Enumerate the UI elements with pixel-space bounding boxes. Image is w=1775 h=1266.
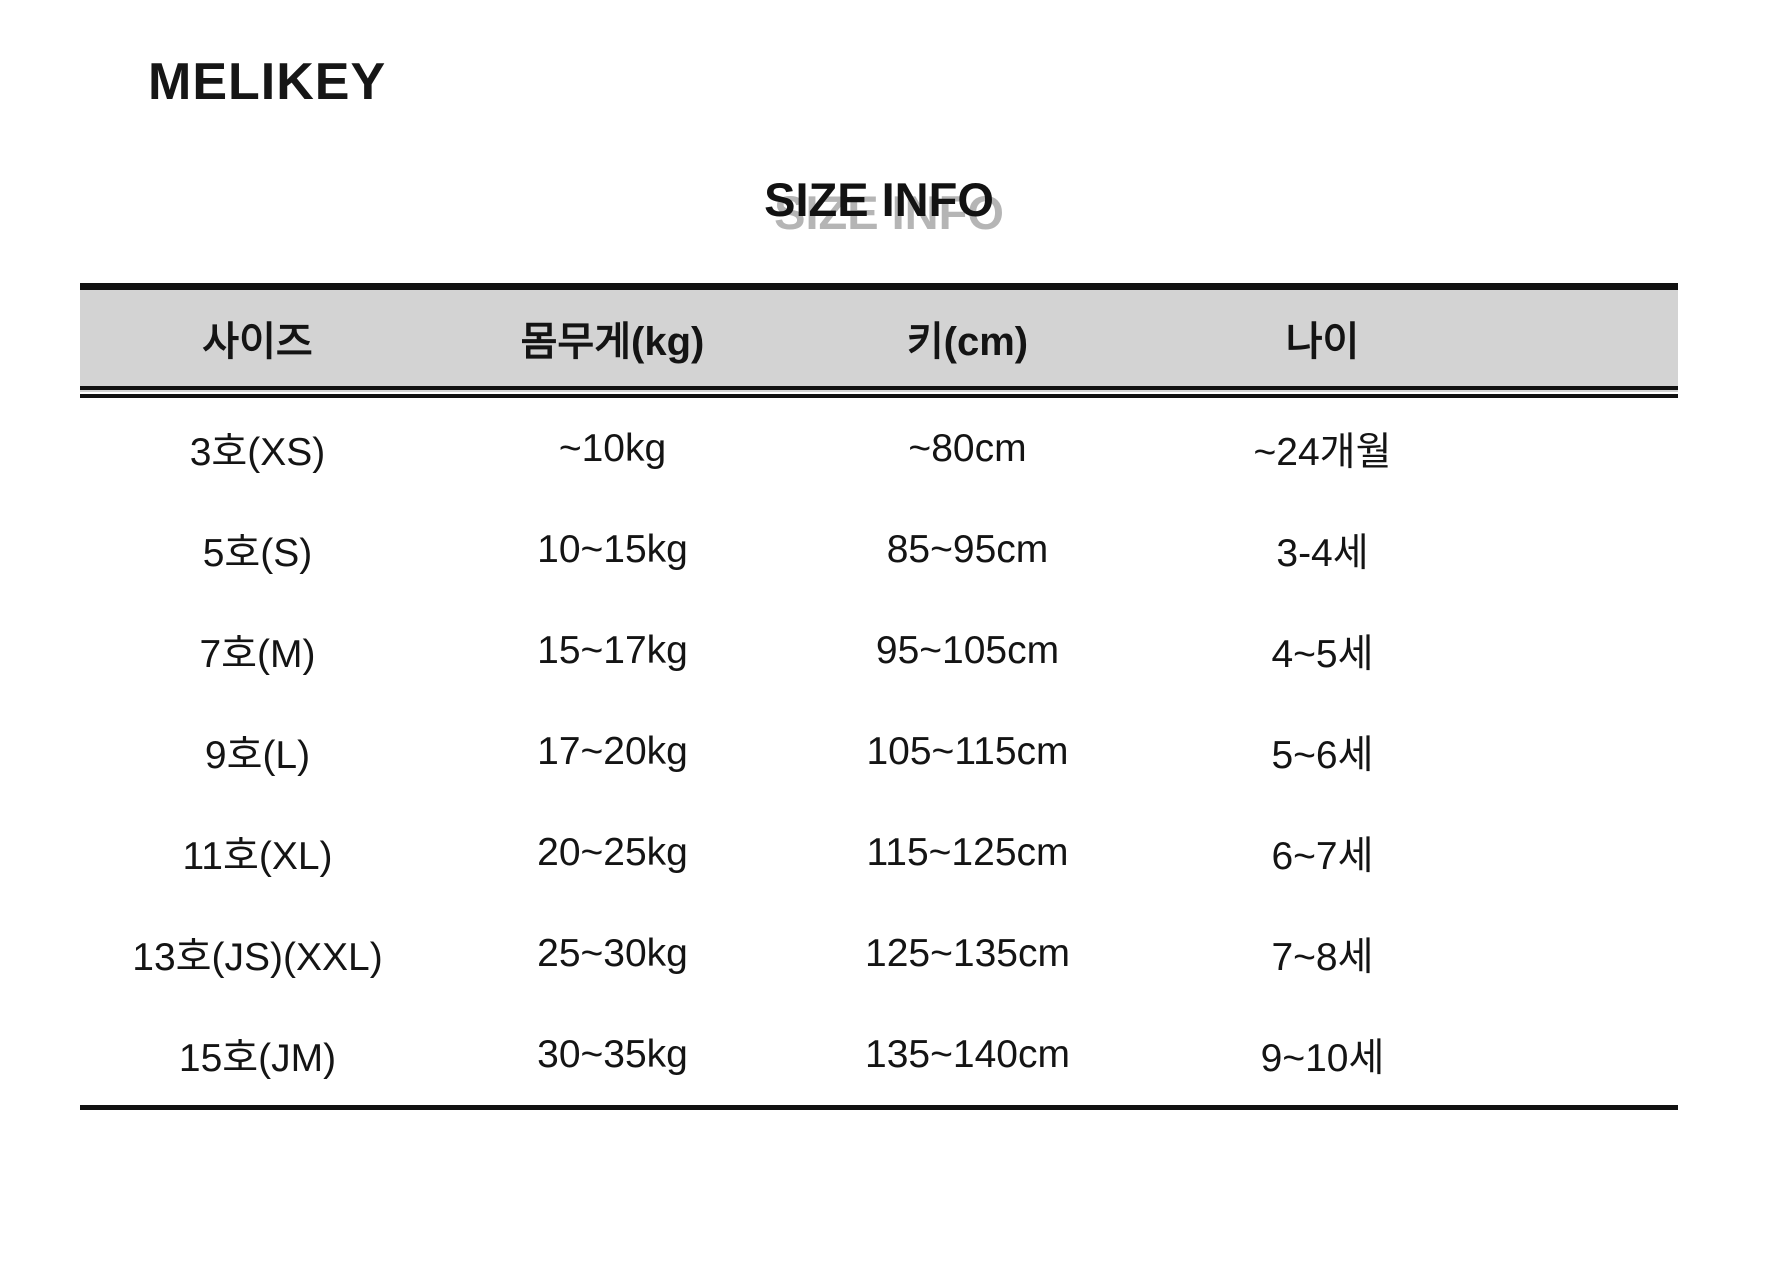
- table-row: 5호(S) 10~15kg 85~95cm 3-4세: [80, 499, 1678, 600]
- cell-spacer: [1500, 802, 1678, 903]
- column-header-weight: 몸무게(kg): [435, 286, 790, 398]
- cell-size: 3호(XS): [189, 430, 326, 474]
- cell-weight: ~10kg: [558, 426, 667, 470]
- table-row: 13호(JS)(XXL) 25~30kg 125~135cm 7~8세: [80, 903, 1678, 1004]
- size-table: 사이즈 몸무게(kg) 키(cm) 나이 3호(XS) ~10kg ~80cm …: [80, 283, 1678, 1110]
- cell-size: 15호(JM): [178, 1036, 337, 1080]
- table-row: 7호(M) 15~17kg 95~105cm 4~5세: [80, 600, 1678, 701]
- cell-weight: 25~30kg: [537, 931, 688, 975]
- cell-age: 4~5세: [1271, 632, 1374, 676]
- cell-size: 7호(M): [199, 632, 316, 676]
- cell-age: 9~10세: [1260, 1036, 1385, 1080]
- table-row: 3호(XS) ~10kg ~80cm ~24개월: [80, 392, 1678, 499]
- page-title: SIZE INFO: [764, 173, 994, 226]
- cell-age: 6~7세: [1271, 834, 1374, 878]
- cell-weight: 10~15kg: [537, 527, 688, 571]
- cell-weight: 30~35kg: [537, 1032, 688, 1076]
- cell-height: ~80cm: [908, 426, 1027, 470]
- cell-spacer: [1500, 499, 1678, 600]
- cell-weight: 15~17kg: [537, 628, 688, 672]
- header-row: 사이즈 몸무게(kg) 키(cm) 나이: [80, 286, 1678, 398]
- cell-height: 85~95cm: [886, 527, 1049, 571]
- cell-age: 7~8세: [1271, 935, 1374, 979]
- table-row: 11호(XL) 20~25kg 115~125cm 6~7세: [80, 802, 1678, 903]
- cell-size: 13호(JS)(XXL): [132, 935, 383, 979]
- cell-height: 125~135cm: [865, 931, 1070, 975]
- column-header-age: 나이: [1145, 286, 1500, 398]
- header-spacer: [1500, 286, 1678, 398]
- table-row: 15호(JM) 30~35kg 135~140cm 9~10세: [80, 1004, 1678, 1108]
- cell-size: 9호(L): [204, 733, 311, 777]
- cell-height: 105~115cm: [866, 729, 1069, 773]
- cell-height: 115~125cm: [866, 830, 1069, 874]
- cell-size: 5호(S): [202, 531, 313, 575]
- cell-age: 3-4세: [1276, 531, 1369, 575]
- table-row: 9호(L) 17~20kg 105~115cm 5~6세: [80, 701, 1678, 802]
- cell-weight: 17~20kg: [537, 729, 688, 773]
- cell-weight: 20~25kg: [537, 830, 688, 874]
- cell-age: 5~6세: [1271, 733, 1374, 777]
- cell-height: 95~105cm: [875, 628, 1060, 672]
- cell-spacer: [1500, 392, 1678, 499]
- cell-size: 11호(XL): [182, 834, 333, 878]
- cell-spacer: [1500, 600, 1678, 701]
- cell-spacer: [1500, 903, 1678, 1004]
- cell-age: ~24개월: [1253, 430, 1392, 474]
- column-header-size: 사이즈: [80, 286, 435, 398]
- cell-spacer: [1500, 1004, 1678, 1108]
- column-header-height: 키(cm): [790, 286, 1145, 398]
- cell-spacer: [1500, 701, 1678, 802]
- brand-logo: MELIKEY: [148, 53, 387, 111]
- cell-height: 135~140cm: [865, 1032, 1070, 1076]
